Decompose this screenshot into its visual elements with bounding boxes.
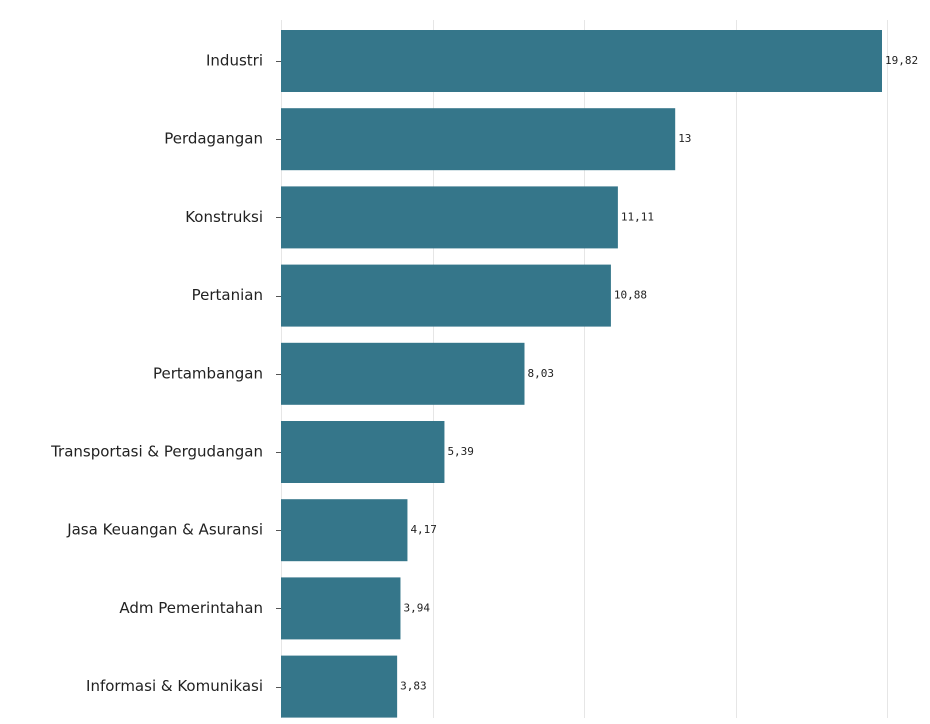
labels-layer: Industri 19,82 Perdagangan 13 Konstruksi 11,1… [50, 52, 918, 696]
value-label-5: 5,39 [447, 445, 474, 458]
value-label-4: 8,03 [527, 367, 554, 380]
bars-layer [281, 30, 882, 718]
bar-4 [281, 342, 525, 405]
bar-1 [281, 108, 676, 171]
bar-8 [281, 655, 398, 718]
bar-7 [281, 577, 401, 640]
category-label-5: Transportasi & Pergudangan [50, 443, 263, 461]
value-label-8: 3,83 [400, 680, 427, 693]
category-label-7: Adm Pemerintahan [119, 599, 263, 617]
category-label-2: Konstruksi [185, 208, 263, 226]
bar-0 [281, 30, 882, 92]
value-label-0: 19,82 [885, 54, 918, 67]
category-label-1: Perdagangan [164, 130, 263, 148]
category-label-3: Pertanian [192, 286, 263, 304]
bar-3 [281, 264, 611, 327]
value-label-2: 11,11 [621, 210, 654, 223]
category-label-6: Jasa Keuangan & Asuransi [66, 521, 263, 539]
category-label-4: Pertambangan [153, 364, 263, 382]
category-label-0: Industri [206, 52, 263, 70]
value-label-7: 3,94 [403, 601, 430, 614]
value-label-1: 13 [678, 132, 691, 145]
category-label-8: Informasi & Komunikasi [86, 677, 263, 695]
bar-5 [281, 421, 445, 483]
value-label-6: 4,17 [410, 523, 437, 536]
bar-2 [281, 186, 618, 249]
value-label-3: 10,88 [614, 289, 647, 302]
bar-6 [281, 499, 408, 562]
